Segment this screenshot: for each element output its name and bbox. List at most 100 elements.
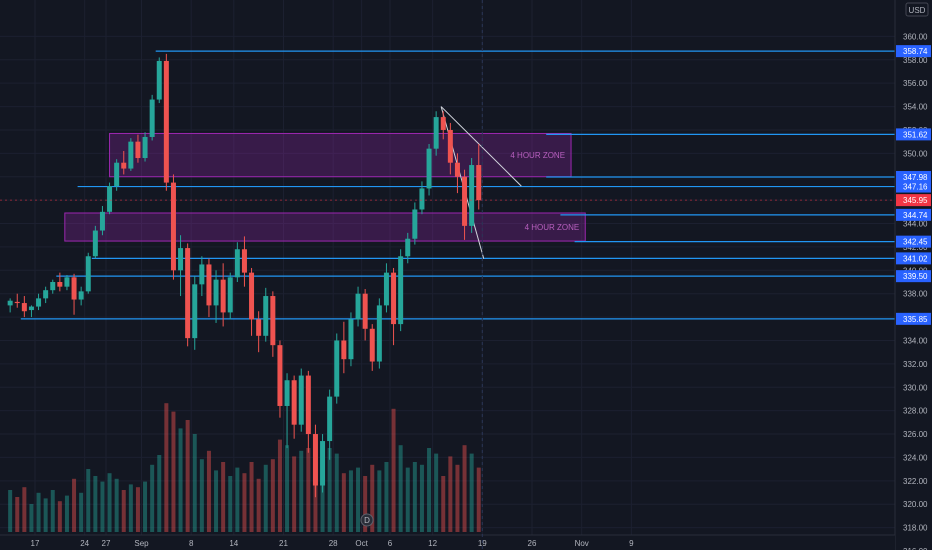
candle-body: [107, 186, 113, 212]
price-axis: USD360.00358.00356.00354.00352.00350.003…: [894, 0, 932, 550]
price-level-tag: [896, 208, 931, 221]
volume-bar: [434, 453, 439, 532]
volume-bar: [356, 467, 361, 532]
price-tick-label: 334.00: [903, 336, 928, 345]
candle-body: [419, 188, 425, 210]
candle-body: [440, 117, 446, 130]
last-price-tag-label: 345.95: [903, 196, 928, 205]
candle-body: [383, 272, 389, 306]
time-tick-label: Oct: [355, 539, 368, 548]
chart-grid: [0, 0, 895, 550]
horizontal-levels: [20, 50, 895, 320]
volume-bar: [8, 490, 13, 532]
volume-bar: [341, 473, 346, 532]
price-level-tag-label: 344.74: [903, 211, 928, 220]
candle-body: [50, 282, 56, 291]
candle-body: [135, 141, 141, 159]
volume-bar: [43, 498, 48, 532]
volume-bar: [15, 497, 20, 532]
volume-bar: [398, 445, 403, 532]
time-tick-label: 12: [428, 539, 437, 548]
volume-bar: [334, 453, 339, 532]
candle-body: [234, 249, 240, 278]
candle-body: [256, 319, 262, 336]
volume-bar: [412, 462, 417, 532]
last-price-tag: [896, 194, 931, 207]
candle-body: [142, 136, 148, 159]
volume-bar: [384, 462, 389, 532]
volume-bar: [64, 495, 69, 532]
volume-bar: [157, 455, 162, 532]
volume-bar: [121, 490, 126, 532]
price-level-tag: [896, 252, 931, 265]
price-level-tag-label: 339.50: [903, 272, 928, 281]
candle-body: [391, 272, 397, 325]
time-tick-label: 19: [478, 539, 487, 548]
price-level-tag-label: 342.45: [903, 238, 928, 247]
candle-body: [57, 282, 63, 287]
time-tick-label: 26: [528, 539, 537, 548]
candle-body: [7, 300, 13, 306]
volume-bar: [476, 467, 481, 532]
candle-body: [405, 238, 411, 257]
price-level-tag: [896, 180, 931, 193]
volume-bar: [348, 470, 353, 532]
candle-body: [447, 129, 453, 163]
trendline: [440, 106, 522, 187]
time-tick-label: 17: [31, 539, 40, 548]
volume-bar: [391, 408, 396, 532]
price-tick-label: 338.00: [903, 290, 928, 299]
price-tick-label: 350.00: [903, 149, 928, 158]
price-level-tag: [896, 235, 931, 248]
candle-body: [220, 279, 226, 313]
volume-bar: [419, 464, 424, 532]
price-tick-label: 320.00: [903, 500, 928, 509]
volume-bar: [22, 487, 27, 532]
volume-bar: [86, 469, 91, 532]
price-level-tag: [896, 45, 931, 58]
volume-bar: [455, 464, 460, 532]
candle-body: [355, 293, 361, 320]
volume-bar: [306, 448, 311, 532]
time-tick-label: 8: [189, 539, 194, 548]
hour-zone-label: 4 HOUR ZONE: [510, 151, 565, 160]
volume-bar: [36, 492, 41, 532]
price-level-tag-label: 347.98: [903, 173, 928, 182]
time-tick-label: 27: [102, 539, 111, 548]
chart-extras: D: [0, 0, 895, 550]
volume-bar: [79, 492, 84, 532]
candle-body: [412, 209, 418, 239]
candle-body: [241, 249, 247, 273]
volume-bar: [185, 420, 190, 532]
candle-body: [178, 248, 184, 271]
candle-body: [92, 230, 98, 257]
candle-body: [291, 380, 297, 425]
time-tick-label: 9: [629, 539, 634, 548]
price-level-tag-label: 358.74: [903, 47, 928, 56]
price-level-tag-label: 341.02: [903, 254, 928, 263]
volume-bar: [107, 473, 112, 532]
candle-body: [14, 301, 20, 304]
hour-zones: 4 HOUR ZONE 4 HOUR ZONE: [64, 132, 586, 242]
time-tick-label: 28: [329, 539, 338, 548]
volume-bar: [263, 464, 268, 532]
candle-body: [170, 182, 176, 271]
candle-body: [476, 165, 482, 201]
volume-bar: [242, 473, 247, 532]
price-tick-label: 356.00: [903, 79, 928, 88]
candle-body: [433, 117, 439, 149]
volume-bar: [93, 476, 98, 532]
price-level-tag-label: 351.62: [903, 130, 928, 139]
candle-body: [312, 434, 318, 486]
price-tick-label: 322.00: [903, 477, 928, 486]
price-tick-label: 326.00: [903, 430, 928, 439]
volume-bar: [29, 504, 34, 532]
candle-body: [64, 277, 70, 287]
candle-body: [21, 303, 27, 312]
price-level-tag-label: 347.16: [903, 183, 928, 192]
volume-bar: [128, 484, 133, 532]
candle-body: [362, 293, 368, 329]
volume-bar: [135, 487, 140, 532]
